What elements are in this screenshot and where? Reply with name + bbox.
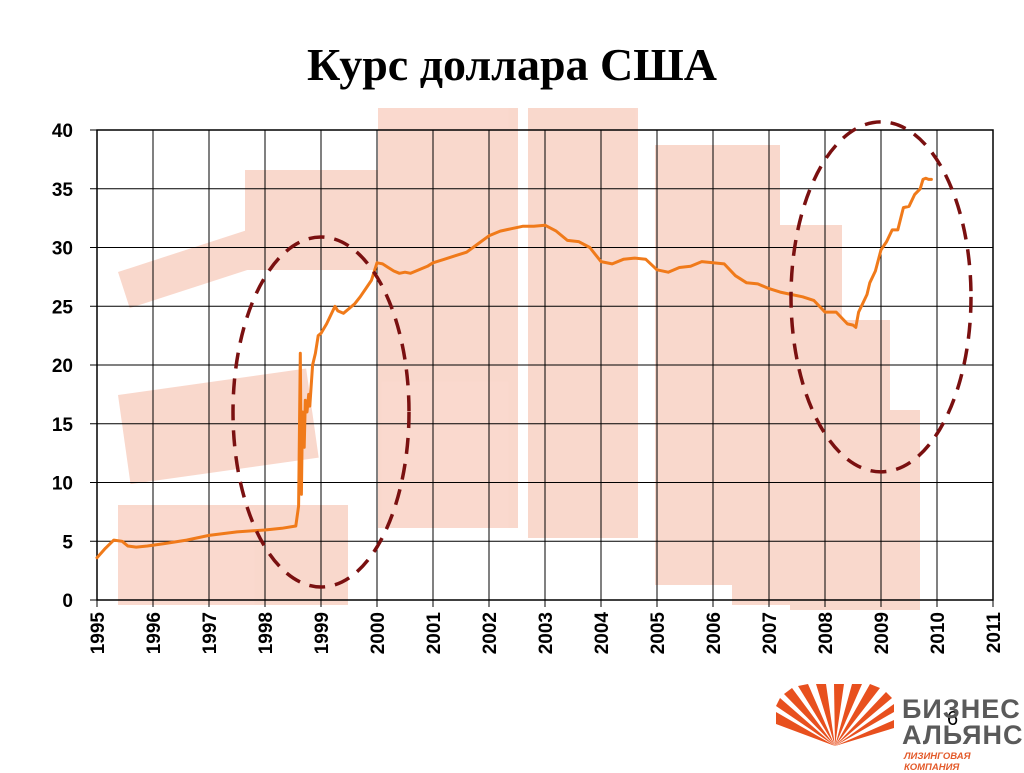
- x-tick-label: 2006: [704, 612, 725, 654]
- slide-title: Курс доллара США: [306, 39, 718, 90]
- logo-text-line1: БИЗНЕС: [902, 694, 1021, 724]
- x-tick-label: 2004: [592, 612, 613, 655]
- x-tick-label: 1997: [200, 612, 221, 654]
- x-tick-label: 1998: [256, 612, 277, 654]
- x-tick-label: 1995: [88, 612, 109, 655]
- y-tick-label: 40: [52, 121, 73, 142]
- x-tick-label: 2003: [536, 612, 557, 654]
- x-tick-label: 2009: [872, 612, 893, 654]
- x-tick-label: 2005: [648, 612, 669, 655]
- chart-axes: [90, 129, 994, 607]
- y-tick-label: 30: [52, 239, 73, 260]
- crisis-ellipse-2008: [789, 120, 973, 474]
- plot-frame: [96, 129, 994, 601]
- x-tick-label: 2002: [480, 612, 501, 654]
- x-tick-labels: 1995 1996 1997 1998 1999 2000 2001 2002 2003 2004…: [88, 612, 1005, 655]
- y-tick-label: 20: [52, 356, 73, 377]
- series-layer: [95, 176, 933, 560]
- sunburst-logo-icon: [776, 684, 894, 746]
- x-tick-label: 2011: [984, 612, 1005, 654]
- x-tick-label: 2008: [816, 612, 837, 654]
- x-tick-label: 1999: [312, 612, 333, 654]
- x-tick-label: 1996: [144, 612, 165, 654]
- x-tick-label: 2001: [424, 612, 445, 655]
- x-tick-label: 2010: [928, 612, 949, 654]
- y-tick-label: 15: [52, 415, 74, 436]
- x-tick-label: 2000: [368, 612, 389, 654]
- y-tick-label: 25: [52, 297, 74, 318]
- crisis-ellipse-1998: [231, 235, 411, 589]
- y-tick-label: 35: [52, 180, 74, 201]
- background-watermark: [117, 108, 920, 610]
- y-tick-label: 10: [52, 474, 73, 495]
- logo-text-line2: АЛЬЯНС: [902, 720, 1024, 750]
- highlight-ellipses: [231, 120, 973, 589]
- y-tick-label: 5: [62, 532, 73, 553]
- company-logo: БИЗНЕС АЛЬЯНС ЛИЗИНГОВАЯ КОМПАНИЯ: [776, 684, 1024, 773]
- x-tick-label: 2007: [760, 612, 781, 654]
- page-number: 6: [947, 708, 959, 730]
- series-line: [95, 176, 933, 560]
- y-tick-label: 0: [62, 591, 73, 612]
- logo-text-line3: ЛИЗИНГОВАЯ КОМПАНИЯ: [904, 751, 971, 773]
- y-tick-labels: 0 5 10 15 20 25 30 35 40: [52, 121, 74, 612]
